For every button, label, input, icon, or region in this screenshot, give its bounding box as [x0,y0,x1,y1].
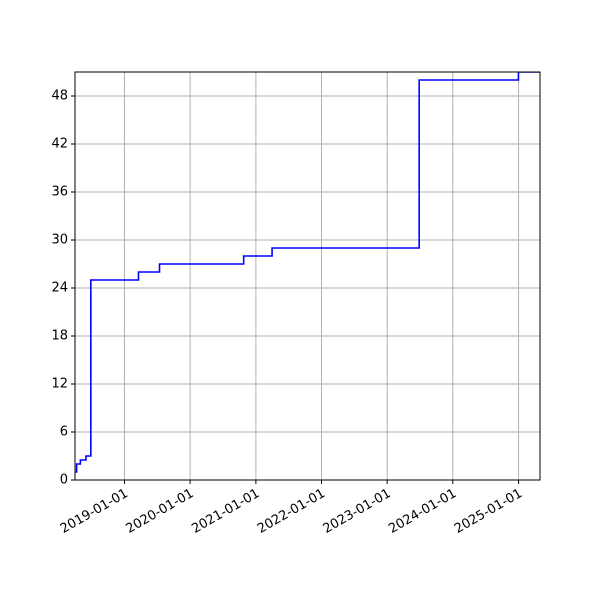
y-tick-label: 0 [60,473,68,488]
y-tick-label: 12 [51,377,68,392]
x-tick-label: 2024-01-01 [386,486,459,537]
y-tick-label: 48 [51,89,68,104]
y-tick-label: 30 [51,233,68,248]
series-line [75,72,540,473]
x-tick-label: 2020-01-01 [124,486,197,537]
y-tick-label: 42 [51,137,68,152]
x-tick-label: 2019-01-01 [58,486,131,537]
x-tick-label: 2022-01-01 [255,486,328,537]
series-layer [75,72,540,473]
y-tick-label: 18 [51,329,68,344]
y-tick-label: 6 [60,425,68,440]
axes-frame [74,71,541,481]
y-tick-label: 24 [51,281,68,296]
x-tick-label: 2023-01-01 [321,486,394,537]
tick-layer: 2019-01-012020-01-012021-01-012022-01-01… [51,89,525,537]
x-tick-label: 2021-01-01 [189,486,262,537]
grid-layer [75,72,540,481]
y-tick-label: 36 [51,185,68,200]
x-tick-label: 2025-01-01 [452,486,525,537]
